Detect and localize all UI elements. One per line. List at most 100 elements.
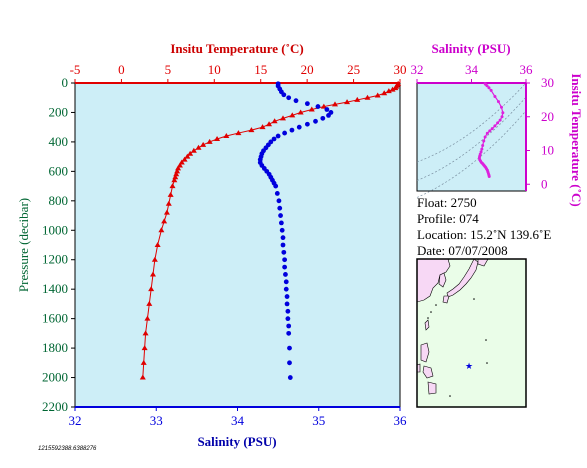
density-contour xyxy=(416,96,527,181)
map-land-korea xyxy=(438,272,447,288)
temperature-point xyxy=(142,330,149,336)
temperature-point xyxy=(214,135,221,141)
ts-temperature-tick-label: 0 xyxy=(541,176,548,191)
map-land-luzon xyxy=(420,342,430,363)
temperature-point xyxy=(144,315,151,321)
salinity-point xyxy=(284,294,290,299)
temperature-point xyxy=(389,86,396,92)
salinity-point xyxy=(287,345,292,351)
salinity-point xyxy=(278,220,284,226)
ts-point xyxy=(496,100,500,104)
temperature-point xyxy=(381,90,388,96)
salinity-point xyxy=(281,249,287,255)
temperature-point xyxy=(200,141,207,147)
salinity-tick-label: 32 xyxy=(69,413,82,428)
temperature-point xyxy=(385,88,392,94)
map-island xyxy=(435,304,437,306)
ts-point xyxy=(489,88,493,92)
salinity-point xyxy=(273,183,279,189)
float-location: Location: 15.2˚N 139.6˚E xyxy=(417,227,552,242)
ts-point xyxy=(479,150,483,154)
salinity-point xyxy=(282,130,288,136)
salinity-point xyxy=(282,264,288,270)
salinity-point xyxy=(284,301,290,307)
salinity-point xyxy=(289,127,295,133)
salinity-point xyxy=(285,316,291,322)
ts-salinity-tick-label: 36 xyxy=(520,62,534,77)
ts-point xyxy=(481,143,485,147)
ts-temperature-tick-label: 20 xyxy=(541,109,554,124)
temperature-point xyxy=(146,300,153,306)
map-land-mindanao xyxy=(427,381,437,395)
float-location-marker: ★ xyxy=(465,362,473,372)
salinity-point xyxy=(286,330,292,336)
salinity-point xyxy=(281,92,287,98)
temperature-point xyxy=(174,168,181,174)
temperature-point xyxy=(169,183,176,189)
profile-number: Profile: 074 xyxy=(417,211,479,226)
temperature-point xyxy=(248,127,255,133)
salinity-point xyxy=(320,115,326,121)
temperature-point xyxy=(167,191,174,197)
temperature-point xyxy=(344,99,351,105)
pressure-tick-label: 0 xyxy=(62,75,69,90)
density-contour xyxy=(416,82,527,163)
salinity-point xyxy=(277,205,283,211)
salinity-point xyxy=(287,375,293,380)
ts-salinity-axis-title: Salinity (PSU) xyxy=(431,41,510,56)
temperature-point xyxy=(235,130,242,136)
salinity-point xyxy=(280,235,286,241)
temperature-point xyxy=(308,106,315,112)
pressure-tick-label: 1400 xyxy=(42,281,68,296)
ts-point xyxy=(496,121,500,125)
salinity-point xyxy=(304,101,310,107)
pressure-tick-label: 2200 xyxy=(42,399,68,414)
temperature-tick-label: -5 xyxy=(70,62,81,77)
temperature-tick-label: 5 xyxy=(165,62,172,77)
salinity-point xyxy=(315,104,321,109)
ts-point xyxy=(487,174,491,178)
ts-temperature-tick-label: 30 xyxy=(541,75,554,90)
map-land-taiwan xyxy=(424,319,430,331)
density-contour xyxy=(416,110,527,198)
temperature-tick-label: 15 xyxy=(254,62,267,77)
pressure-tick-label: 1800 xyxy=(42,340,68,355)
salinity-point xyxy=(276,198,282,204)
map-island xyxy=(430,311,432,313)
ts-point xyxy=(501,111,505,115)
temperature-point xyxy=(374,92,381,98)
temperature-point xyxy=(187,150,194,156)
temperature-series xyxy=(139,80,402,380)
salinity-tick-label: 33 xyxy=(150,413,163,428)
temperature-point xyxy=(158,227,165,233)
salinity-point xyxy=(326,113,331,118)
temperature-point xyxy=(289,112,296,118)
temperature-point xyxy=(171,177,178,183)
temperature-point xyxy=(181,156,188,162)
temperature-tick-label: 0 xyxy=(118,62,125,77)
map-island xyxy=(485,339,487,341)
temperature-point xyxy=(354,96,361,102)
pressure-tick-label: 800 xyxy=(49,193,69,208)
temperature-point xyxy=(172,174,179,180)
temperature-point xyxy=(266,121,273,127)
salinity-point xyxy=(286,95,292,101)
ts-temperature-tick-label: 10 xyxy=(541,143,554,158)
temperature-point xyxy=(280,115,286,121)
salinity-point xyxy=(324,107,330,112)
salinity-point xyxy=(283,272,288,277)
map-island xyxy=(427,317,429,319)
temperature-point xyxy=(271,118,278,124)
map-land-hokkaido xyxy=(477,259,489,267)
pressure-tick-label: 200 xyxy=(49,104,69,119)
location-map: ★ xyxy=(416,258,527,408)
ts-point xyxy=(493,95,497,98)
temperature-point xyxy=(223,133,230,139)
salinity-tick-label: 35 xyxy=(312,413,325,428)
ts-temperature-axis-title: Insitu Temperature (˚C) xyxy=(569,73,584,206)
footer-id: 1215592388.6388276 xyxy=(38,446,97,452)
map-land-kyushu xyxy=(442,295,450,304)
